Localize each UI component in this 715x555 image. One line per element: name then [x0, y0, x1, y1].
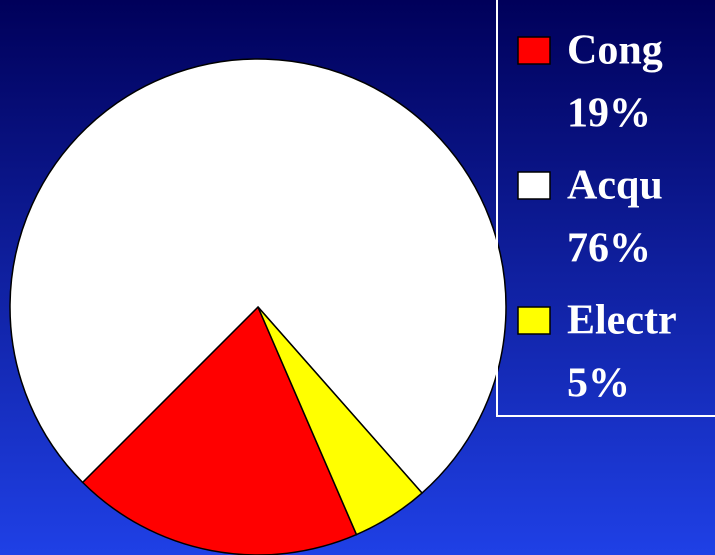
legend-value: 76% [567, 226, 651, 272]
pie-slice [257, 306, 424, 536]
legend-box [496, 0, 715, 417]
pie-slice [9, 58, 507, 495]
legend-swatch [517, 171, 551, 200]
pie-slice [81, 305, 358, 555]
legend-label: Electr [567, 298, 677, 344]
legend-swatch [517, 36, 551, 65]
legend-swatch [517, 306, 551, 335]
legend-value: 5% [567, 361, 630, 407]
legend-value: 19% [567, 91, 651, 137]
legend-label: Acqu [567, 163, 663, 209]
legend: Cong 19% Acqu 76% Electr 5% [517, 28, 677, 407]
legend-label: Cong [567, 28, 663, 74]
pie [9, 58, 507, 555]
